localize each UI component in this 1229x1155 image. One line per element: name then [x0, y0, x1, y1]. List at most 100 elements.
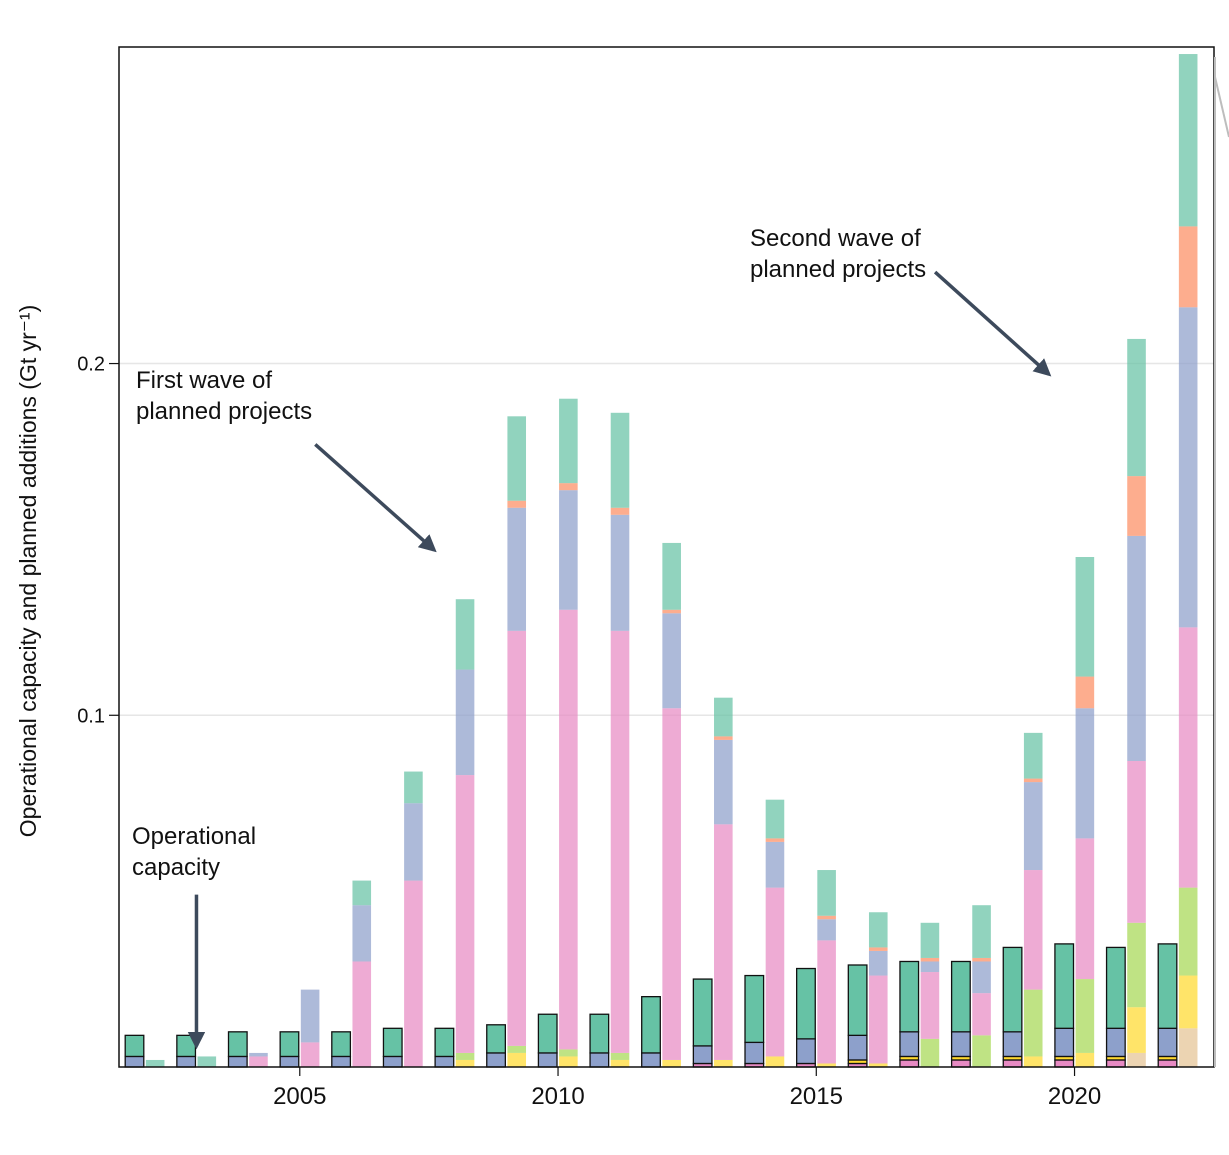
planned-segment-orange — [1127, 476, 1146, 536]
planned-segment-blue — [1023, 782, 1043, 871]
planned-segment-green — [1023, 732, 1043, 779]
operational-bar-2019 — [1002, 946, 1023, 1068]
operational-segment-green — [1002, 946, 1023, 1033]
y-axis: 0.1 0.2 — [77, 354, 119, 727]
planned-segment-blue — [920, 961, 940, 973]
operational-bar-2005 — [279, 1031, 300, 1068]
planned-segment-yellow — [507, 1052, 527, 1067]
operational-segment-green — [950, 960, 971, 1033]
planned-segment-green — [145, 1059, 165, 1067]
annotation-operational: Operational capacity — [132, 823, 256, 1050]
x-axis: 2005 2010 2015 2020 — [273, 1067, 1101, 1110]
x-tick-label: 2010 — [531, 1083, 584, 1110]
planned-segment-green — [662, 542, 681, 610]
operational-bar-2022 — [1157, 943, 1178, 1068]
planned-segment-blue — [249, 1052, 268, 1057]
operational-segment-green — [641, 996, 661, 1054]
operational-bar-2020 — [1054, 943, 1075, 1068]
planned-segment-orange — [972, 957, 991, 962]
operational-segment-green — [331, 1031, 352, 1058]
planned-bar-2008 — [455, 599, 475, 1067]
operational-segment-blue — [176, 1055, 197, 1068]
planned-segment-yellow — [714, 1059, 733, 1067]
planned-segment-lime — [1075, 979, 1095, 1053]
planned-segment-pink — [1023, 870, 1043, 990]
annotation-text-first-wave: planned projects — [136, 398, 312, 425]
planned-segment-green — [817, 870, 836, 916]
planned-segment-orange — [868, 947, 888, 951]
planned-segment-tan — [1127, 1052, 1146, 1067]
operational-segment-pink — [899, 1059, 920, 1068]
operational-bar-2018 — [950, 960, 971, 1068]
planned-segment-blue — [1075, 708, 1095, 839]
planned-segment-blue — [404, 803, 423, 881]
operational-bar-2002 — [124, 1034, 145, 1068]
planned-segment-lime — [1127, 922, 1146, 1008]
operational-bar-2006 — [331, 1031, 352, 1068]
operational-segment-pink — [950, 1059, 971, 1068]
annotation-text-second-wave: planned projects — [750, 256, 926, 283]
planned-segment-pink — [662, 708, 681, 1060]
operational-segment-pink — [1157, 1059, 1178, 1068]
planned-segment-pink — [352, 961, 372, 1067]
operational-segment-green — [744, 974, 765, 1044]
planned-segment-orange — [817, 915, 836, 920]
annotation-first-wave: First wave of planned projects — [136, 367, 437, 553]
planned-segment-lime — [455, 1052, 475, 1060]
planned-segment-lime — [559, 1049, 578, 1057]
planned-segment-green — [610, 412, 630, 508]
operational-segment-blue — [537, 1052, 558, 1068]
planned-segment-orange — [1075, 676, 1095, 709]
operational-segment-blue — [1105, 1027, 1126, 1058]
planned-segment-green — [404, 771, 423, 804]
planned-segment-orange — [559, 483, 578, 491]
planned-segment-green — [765, 799, 785, 839]
planned-bar-2006 — [352, 880, 372, 1067]
planned-segment-pink — [868, 975, 888, 1064]
operational-bar-2004 — [227, 1031, 248, 1068]
planned-bar-2007 — [404, 771, 423, 1067]
operational-segment-green — [692, 978, 713, 1047]
planned-segment-pink — [559, 609, 578, 1050]
planned-bar-2009 — [507, 416, 527, 1067]
annotation-arrow-second-wave — [933, 270, 1052, 377]
planned-segment-blue — [610, 514, 630, 631]
operational-segment-blue — [589, 1052, 610, 1068]
operational-bar-2009 — [486, 1024, 506, 1068]
planned-segment-orange — [714, 736, 733, 740]
planned-segment-green — [352, 880, 372, 906]
planned-segment-blue — [972, 961, 991, 994]
planned-segment-orange — [610, 507, 630, 515]
operational-segment-blue — [486, 1052, 506, 1068]
planned-bar-2015 — [817, 870, 836, 1067]
operational-bar-2003 — [176, 1034, 197, 1068]
planned-bar-2012 — [662, 542, 681, 1067]
planned-segment-lime — [1178, 887, 1198, 976]
operational-segment-blue — [847, 1034, 868, 1061]
planned-segment-orange — [1023, 778, 1043, 783]
operational-segment-blue — [434, 1055, 455, 1068]
planned-bar-2014 — [765, 799, 785, 1067]
planned-segment-green — [920, 922, 940, 958]
planned-segment-pink — [817, 940, 836, 1064]
x-tick-label: 2015 — [790, 1083, 843, 1110]
planned-segment-yellow — [817, 1063, 836, 1067]
operational-segment-green — [1054, 943, 1075, 1029]
planned-bar-2019 — [1023, 732, 1043, 1067]
planned-segment-yellow — [610, 1059, 630, 1067]
operational-bar-2015 — [796, 967, 816, 1068]
planned-segment-blue — [455, 669, 475, 776]
operational-segment-pink — [1105, 1059, 1126, 1068]
planned-segment-yellow — [868, 1063, 888, 1067]
planned-bar-2003 — [197, 1056, 217, 1067]
planned-segment-green — [972, 905, 991, 958]
planned-segment-green — [197, 1056, 217, 1067]
planned-segment-pink — [404, 880, 423, 1067]
annotation-text-first-wave: First wave of — [136, 367, 272, 394]
x-tick-label: 2005 — [273, 1083, 326, 1110]
operational-segment-green — [796, 967, 816, 1040]
planned-segment-pink — [507, 630, 527, 1046]
planned-segment-green — [868, 912, 888, 948]
planned-bar-2010 — [559, 398, 578, 1067]
